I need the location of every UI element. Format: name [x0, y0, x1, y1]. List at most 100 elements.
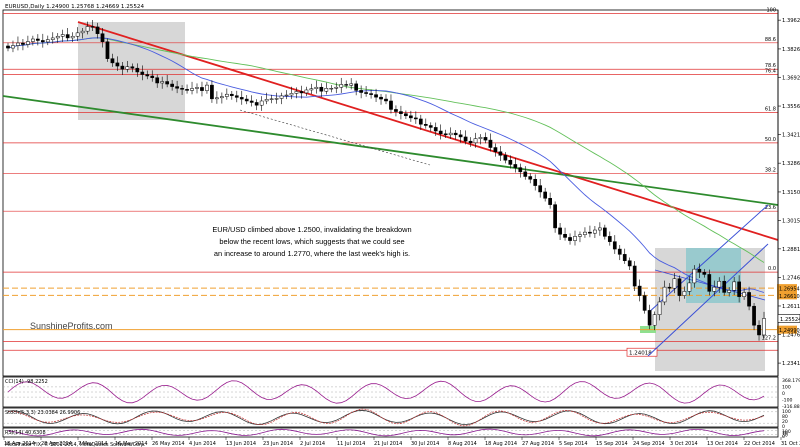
candle-body: [215, 97, 219, 100]
candle-body: [234, 95, 239, 98]
candle-body: [170, 83, 174, 87]
candle-body: [150, 75, 155, 78]
candle-body: [175, 86, 179, 89]
candle-body: [65, 34, 70, 39]
candle-body: [140, 71, 145, 75]
candle-body: [145, 74, 150, 77]
fib-level-label: 50.0: [765, 137, 776, 143]
candle-body: [538, 185, 543, 193]
candle-body: [324, 88, 329, 92]
candle-body: [304, 89, 309, 94]
y-tick-label: 1.27460: [782, 275, 800, 281]
candle-body: [637, 285, 642, 296]
candle-body: [553, 204, 557, 229]
x-tick-label: 13 Jun 2014: [226, 441, 256, 447]
candle-body: [35, 38, 40, 41]
y-tick-label: 1.31505: [782, 190, 800, 196]
candle-body: [612, 241, 617, 250]
candle-body: [687, 282, 692, 292]
candle-body: [105, 41, 110, 59]
candle-body: [563, 234, 567, 238]
candle-body: [264, 99, 269, 102]
candle-body: [418, 118, 423, 125]
rsi-axis-label: 30: [782, 432, 788, 438]
y-tick-label: 1.24760: [782, 333, 800, 339]
orange-level-label: 1.26954: [779, 287, 800, 293]
x-tick-label: 23 Jun 2014: [263, 441, 293, 447]
candle-body: [598, 227, 602, 231]
y-tick-label: 1.36920: [782, 75, 800, 81]
x-tick-label: 28 Apr 2014: [41, 441, 72, 447]
candle-body: [692, 268, 697, 284]
rsi-panel: [2, 427, 779, 438]
candle-body: [190, 88, 194, 91]
candle-body: [384, 98, 388, 102]
y-tick-label: 1.32860: [782, 161, 800, 167]
candle-body: [573, 236, 577, 241]
candle-body: [473, 138, 478, 144]
watermark: SunshineProfits.com: [30, 321, 113, 331]
candle-body: [229, 93, 234, 96]
candle-body: [657, 301, 662, 315]
y-tick-label: 1.28810: [782, 247, 800, 253]
candle-body: [389, 100, 393, 110]
candle-body: [682, 291, 687, 296]
candle-body: [16, 42, 20, 46]
y-tick-label: 1.23410: [782, 361, 800, 367]
copyright-text: MetaTrader FIX, © 2001-2014, MetaQuotes …: [5, 441, 146, 447]
current-price-label: 1.25524: [780, 317, 800, 323]
candle-body: [732, 281, 737, 291]
candle-body: [289, 93, 294, 96]
x-tick-label: 27 Aug 2014: [522, 441, 554, 447]
candle-body: [677, 278, 682, 296]
annotation-line: below the recent lows, which suggests th…: [219, 237, 404, 246]
rsi-label: RSI(14) 40.6308: [5, 430, 46, 436]
x-tick-label: 22 Oct 2014: [744, 441, 775, 447]
stoch-panel: [2, 407, 779, 428]
candle-body: [409, 115, 413, 119]
candle-body: [533, 178, 538, 186]
x-tick-label: 31 Oct 2014: [781, 441, 800, 447]
orange-level-tag: [777, 284, 797, 293]
candle-body: [165, 81, 170, 85]
candle-body: [120, 65, 125, 70]
current-price-tag: [777, 314, 800, 323]
candle-body: [394, 109, 398, 112]
rsi-line: [7, 428, 765, 437]
annotation-line: an increase to around 1.2770, where the …: [214, 249, 410, 258]
candle-body: [652, 314, 657, 326]
rsi-axis-label: 0: [782, 434, 785, 440]
candle-body: [602, 227, 607, 237]
cci-label: CCI(14) -98.2252: [5, 379, 48, 385]
x-tick-label: 13 Oct 2014: [707, 441, 738, 447]
candle-body: [374, 94, 378, 98]
candle-body: [399, 111, 403, 114]
candle-body: [762, 318, 766, 336]
channel-upper-line: [647, 204, 769, 314]
candle-body: [200, 87, 204, 91]
candle-body: [607, 236, 612, 242]
x-tick-label: 11 Jul 2014: [337, 441, 365, 447]
fib-level-label: 100: [766, 8, 776, 14]
channel-lower-line: [647, 243, 769, 357]
candle-body: [443, 133, 448, 136]
candlesticks: [6, 19, 766, 341]
orange-level-tag: [777, 291, 797, 300]
candle-body: [224, 93, 229, 97]
x-tick-label: 7 May 2014: [78, 441, 107, 447]
cci-axis-label: 100: [782, 385, 791, 391]
x-tick-label: 26 May 2014: [152, 441, 185, 447]
sma-50-line: [7, 37, 765, 293]
candle-body: [31, 38, 35, 42]
candle-body: [568, 237, 572, 241]
candle-body: [85, 26, 90, 32]
candle-body: [453, 132, 458, 136]
y-tick-label: 1.38265: [782, 47, 800, 53]
x-tick-label: 18 Apr 2014: [4, 441, 35, 447]
candle-body: [593, 229, 597, 234]
candle-body: [617, 248, 622, 255]
candle-body: [195, 87, 199, 89]
candle-body: [329, 88, 334, 90]
candle-body: [697, 268, 702, 273]
